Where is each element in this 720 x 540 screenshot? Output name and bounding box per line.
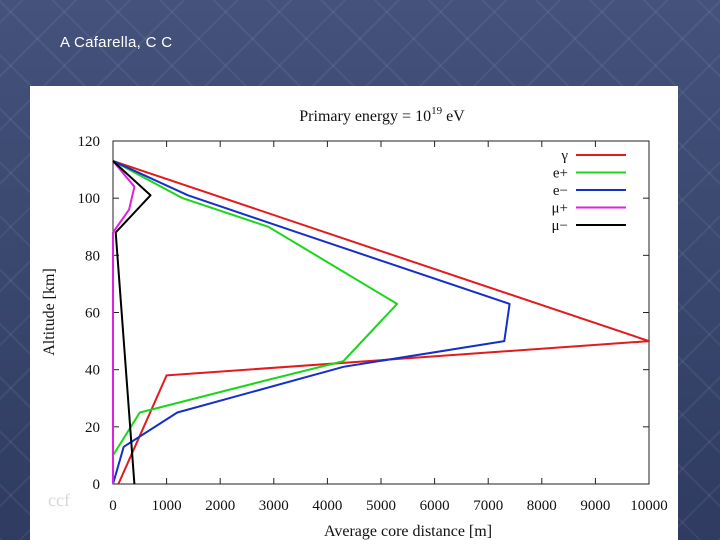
legend-label: e−: [553, 183, 568, 199]
x-tick-label: 4000: [312, 498, 342, 514]
y-tick-label: 40: [85, 363, 100, 379]
x-tick-label: 9000: [580, 498, 610, 514]
y-tick-label: 0: [93, 477, 101, 493]
x-tick-label: 8000: [527, 498, 557, 514]
legend-label: e+: [553, 166, 568, 182]
x-tick-label: 0: [109, 498, 117, 514]
y-tick-label: 80: [85, 248, 100, 264]
legend-label: μ−: [551, 218, 568, 234]
x-tick-label: 7000: [473, 498, 503, 514]
x-tick-label: 6000: [420, 498, 450, 514]
y-tick-label: 120: [78, 134, 101, 150]
y-axis-label: Altitude [km]: [41, 268, 58, 356]
series-line-2: [112, 160, 399, 456]
y-tick-label: 100: [78, 191, 101, 207]
series-line-3: [112, 160, 511, 485]
chart-panel: Primary energy = 1019 eV 0 1000 2000 3000 40…: [30, 86, 678, 540]
x-tick-label: 5000: [366, 498, 396, 514]
plot-frame: [112, 140, 650, 485]
series-line-5: [112, 160, 152, 485]
series-line-4: [112, 160, 136, 484]
x-tick-label: 2000: [205, 498, 235, 514]
y-tick-label: 20: [85, 420, 100, 436]
legend-label: μ+: [551, 201, 568, 217]
x-tick-label: 10000: [630, 498, 668, 514]
author-caption: A Cafarella, C C: [60, 34, 173, 51]
x-axis-label: Average core distance [m]: [324, 523, 492, 540]
chart-title: Primary energy = 1019 eV: [299, 105, 465, 125]
series-line-1: [112, 160, 650, 485]
x-tick-label: 3000: [259, 498, 289, 514]
legend-label: γ: [560, 148, 568, 164]
watermark: ccf: [48, 490, 70, 510]
chart-svg: Primary energy = 1019 eV 0 1000 2000 3000 40…: [41, 105, 668, 540]
y-tick-label: 60: [85, 306, 100, 322]
x-tick-label: 1000: [152, 498, 182, 514]
